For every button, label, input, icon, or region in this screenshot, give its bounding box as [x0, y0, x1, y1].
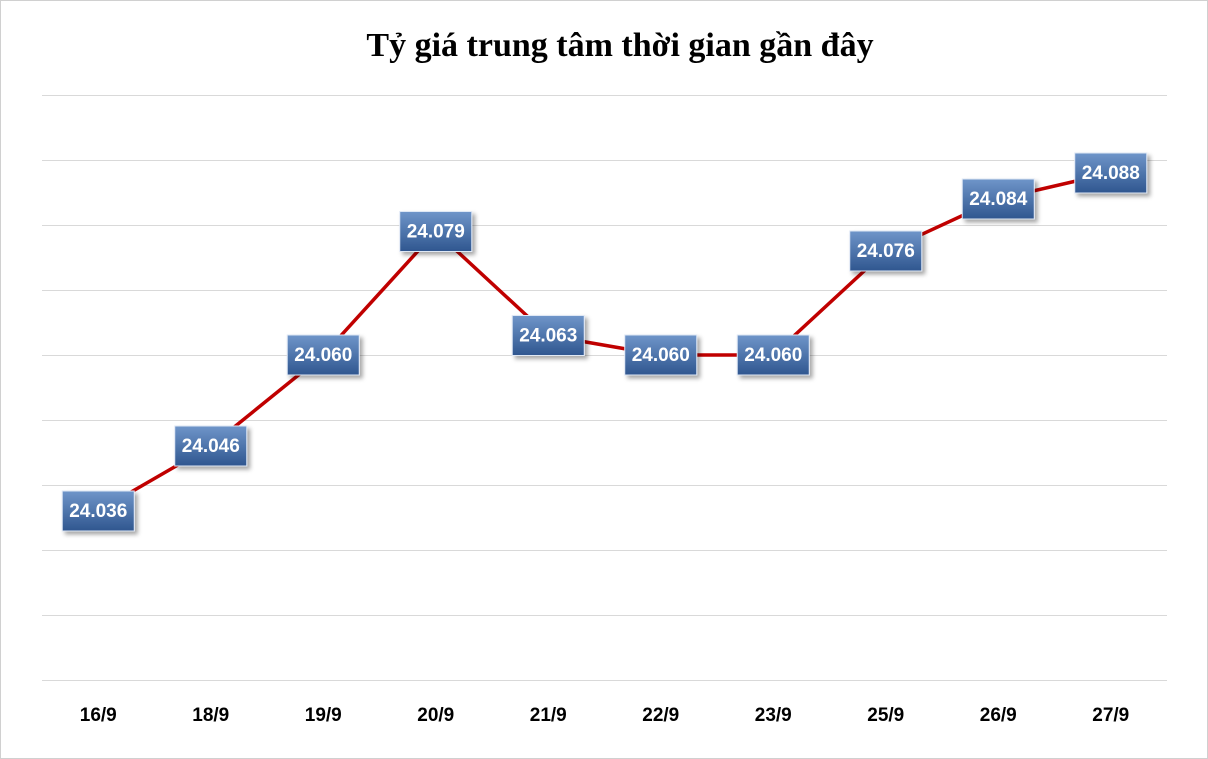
data-label: 24.076: [857, 241, 915, 262]
x-tick-label: 26/9: [980, 705, 1017, 726]
data-label: 24.060: [294, 345, 352, 366]
data-label: 24.060: [632, 345, 690, 366]
x-tick-label: 23/9: [755, 705, 792, 726]
data-label: 24.060: [744, 345, 802, 366]
data-label: 24.088: [1082, 163, 1140, 184]
x-tick-label: 20/9: [417, 705, 454, 726]
data-label-box: [1074, 152, 1148, 194]
x-tick-label: 22/9: [642, 705, 679, 726]
data-label-box: [849, 230, 923, 272]
data-label: 24.084: [969, 189, 1028, 210]
x-tick-label: 18/9: [192, 705, 229, 726]
data-label: 24.036: [69, 501, 127, 522]
data-label-box: [624, 334, 698, 376]
data-label-box: [399, 211, 473, 252]
chart-title: Tỷ giá trung tâm thời gian gần đây: [366, 27, 873, 64]
data-label: 24.079: [407, 222, 465, 243]
data-label: 24.046: [182, 436, 240, 457]
data-label-box: [736, 334, 810, 376]
x-tick-label: 21/9: [530, 705, 567, 726]
data-label-box: [61, 490, 135, 532]
data-label-box: [286, 334, 360, 376]
data-label-box: [511, 315, 585, 356]
data-line: [97, 171, 1112, 513]
data-label-box: [174, 425, 248, 467]
x-tick-label: 27/9: [1092, 705, 1129, 726]
x-tick-label: 19/9: [305, 705, 342, 726]
x-tick-label: 16/9: [80, 705, 117, 726]
data-label: 24.063: [519, 326, 577, 347]
x-tick-label: 25/9: [867, 705, 904, 726]
data-label-box: [961, 178, 1035, 220]
